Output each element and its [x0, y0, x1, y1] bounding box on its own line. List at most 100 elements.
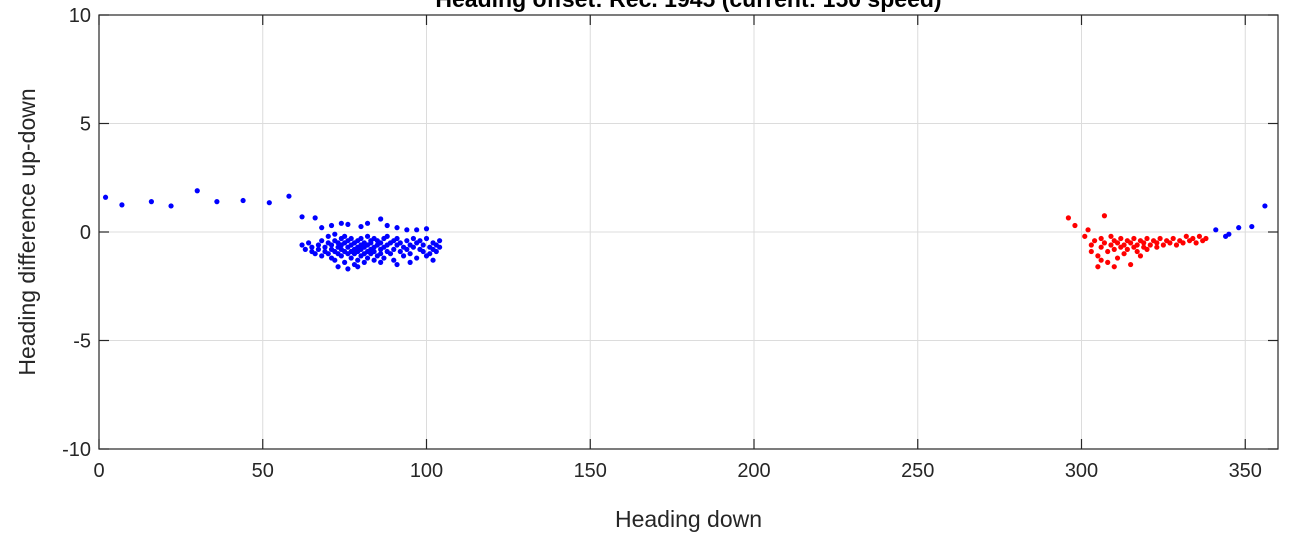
- data-point: [364, 255, 371, 261]
- data-point: [1193, 240, 1199, 246]
- data-point: [1134, 248, 1140, 255]
- x-tick-label: 350: [1229, 460, 1262, 482]
- data-point: [1249, 223, 1255, 230]
- data-point: [410, 244, 416, 250]
- x-tick-label: 150: [574, 460, 607, 482]
- data-point: [387, 251, 394, 257]
- data-point: [397, 248, 403, 255]
- data-point: [1134, 242, 1140, 248]
- data-point: [1128, 261, 1134, 268]
- data-point: [1180, 240, 1186, 246]
- data-point: [1095, 264, 1101, 270]
- data-point: [384, 233, 390, 239]
- data-point: [371, 257, 377, 263]
- y-axis-label: Heading difference up-down: [14, 88, 40, 375]
- y-tick-labels: -10 -5 0 5 10: [62, 5, 91, 461]
- data-point: [1092, 238, 1098, 244]
- data-point: [168, 203, 174, 209]
- data-point: [414, 227, 420, 233]
- x-tick-label: 0: [93, 460, 104, 482]
- data-point: [315, 246, 322, 252]
- data-point: [1114, 240, 1121, 246]
- data-point: [378, 240, 384, 246]
- data-point: [378, 216, 384, 222]
- data-point: [286, 193, 292, 199]
- data-point: [414, 255, 420, 261]
- data-point: [325, 233, 331, 239]
- data-point: [417, 238, 423, 244]
- data-point: [394, 235, 400, 242]
- data-point: [328, 222, 335, 229]
- data-point: [1121, 251, 1127, 257]
- data-point: [1262, 203, 1268, 209]
- data-point: [328, 242, 335, 248]
- data-point: [1196, 233, 1202, 239]
- data-point: [1118, 235, 1124, 242]
- data-point: [1154, 240, 1160, 246]
- data-point: [423, 226, 430, 232]
- grid-lines: [98, 14, 1278, 450]
- data-point: [322, 244, 328, 250]
- data-point: [332, 257, 338, 263]
- data-point: [1098, 244, 1104, 250]
- data-point: [364, 233, 371, 239]
- y-tick-label: 5: [80, 114, 91, 136]
- data-point: [342, 233, 348, 239]
- data-point: [148, 199, 154, 205]
- data-point: [378, 251, 384, 257]
- data-point: [266, 200, 272, 206]
- x-tick-label: 50: [252, 460, 274, 482]
- data-point: [1183, 233, 1189, 239]
- data-point: [1213, 227, 1219, 233]
- data-point: [1226, 231, 1232, 237]
- data-point: [1144, 246, 1150, 252]
- data-point: [381, 255, 387, 261]
- data-point: [1108, 242, 1114, 248]
- data-point: [1157, 235, 1163, 242]
- data-point: [1236, 225, 1242, 231]
- data-point: [437, 238, 443, 244]
- data-point: [306, 240, 312, 246]
- data-point: [427, 251, 433, 257]
- data-point: [355, 264, 361, 270]
- data-point: [315, 242, 322, 248]
- data-point: [319, 238, 325, 244]
- data-point: [410, 235, 416, 242]
- data-point: [1065, 215, 1071, 221]
- data-point: [1101, 240, 1108, 246]
- data-point: [1114, 255, 1121, 261]
- data-point: [404, 227, 410, 233]
- data-point: [1144, 235, 1150, 242]
- data-point: [302, 246, 308, 252]
- data-point: [1108, 233, 1114, 239]
- y-tick-label: 10: [69, 5, 91, 27]
- data-point: [1098, 257, 1104, 263]
- data-point: [358, 235, 364, 242]
- data-point: [335, 264, 341, 270]
- data-point: [345, 221, 351, 228]
- data-point: [394, 225, 400, 231]
- data-point: [214, 199, 220, 205]
- data-point: [299, 242, 305, 248]
- data-point: [1088, 242, 1094, 248]
- data-point: [423, 235, 430, 242]
- data-point: [404, 238, 410, 244]
- data-point: [319, 225, 325, 231]
- data-point: [1111, 264, 1117, 270]
- x-tick-labels: 0 50 100 150 200 250 300 350: [93, 460, 1262, 482]
- x-tick-label: 300: [1065, 460, 1098, 482]
- data-point: [1098, 235, 1104, 242]
- data-points: [102, 188, 1268, 272]
- data-point: [312, 251, 318, 257]
- data-point: [407, 259, 413, 265]
- data-point: [1111, 246, 1117, 252]
- data-point: [420, 242, 426, 248]
- data-point: [299, 214, 305, 220]
- data-point: [1128, 240, 1134, 246]
- data-point: [194, 188, 200, 194]
- data-point: [361, 259, 367, 265]
- data-point: [355, 257, 361, 263]
- data-point: [400, 253, 407, 259]
- data-point: [309, 244, 315, 250]
- y-tick-label: -5: [73, 331, 91, 353]
